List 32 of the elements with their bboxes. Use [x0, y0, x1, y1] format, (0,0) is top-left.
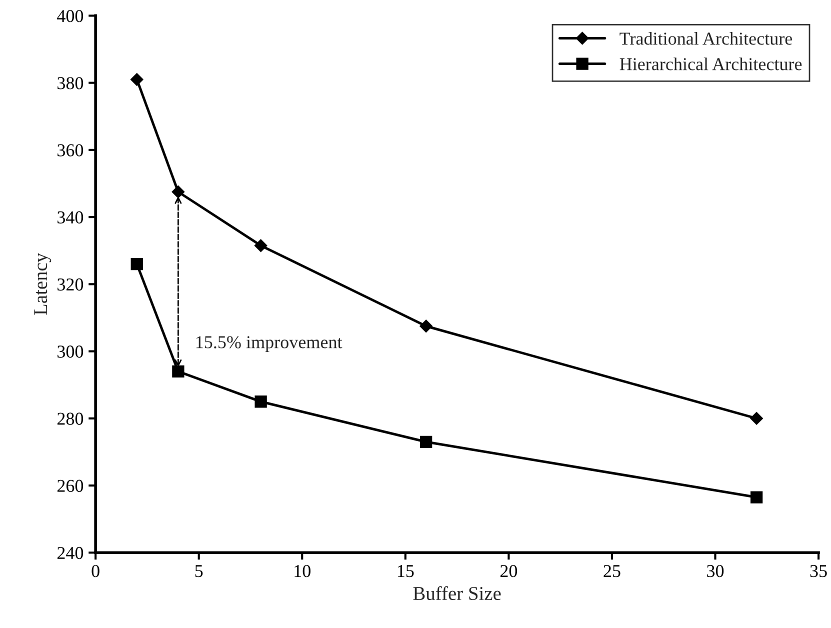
point	[254, 239, 268, 252]
x-tick-label: 10	[294, 564, 310, 578]
legend-label: Hierarchical Architecture	[620, 58, 802, 70]
point	[420, 436, 432, 448]
x-tick-label: 15	[398, 565, 414, 578]
y-tick-label: 260	[57, 480, 84, 492]
y-tick-label: 240	[57, 546, 84, 560]
y-tick-label: 300	[58, 346, 84, 358]
point	[254, 396, 267, 408]
y-tick-label: 280	[57, 412, 84, 425]
annotation: 15.5% improvement	[196, 336, 342, 352]
y-tick-label: 380	[58, 77, 84, 90]
y-tick-label: 340	[58, 211, 84, 224]
point	[420, 320, 432, 333]
x-tick-label: 0	[92, 564, 100, 578]
point	[172, 365, 184, 378]
point	[750, 491, 763, 504]
y-tick-label: 400	[57, 10, 84, 22]
legend-label: Traditional Architecture	[620, 32, 792, 45]
x-tick-label: 30	[707, 564, 724, 578]
point	[130, 73, 144, 86]
y-tick-label: 360	[58, 144, 84, 156]
x-tick-label: 20	[500, 564, 518, 578]
point	[750, 412, 763, 425]
y-axis-title: Latency	[34, 252, 52, 315]
y-tick-label: 320	[58, 278, 84, 291]
point	[172, 185, 185, 198]
x-axis-title: Buffer Size	[413, 586, 501, 600]
x-tick-label: 5	[195, 565, 203, 578]
x-tick-label: 35	[810, 565, 827, 578]
x-tick-label: 25	[604, 565, 620, 578]
point	[130, 258, 143, 270]
